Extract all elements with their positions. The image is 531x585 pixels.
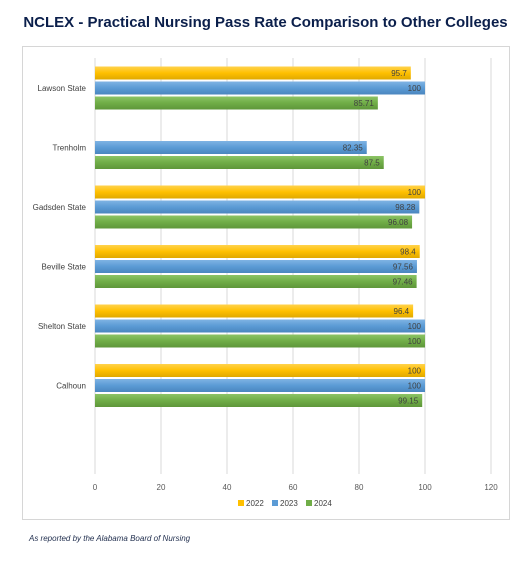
- data-label-2022: 100: [408, 188, 422, 197]
- x-tick-label: 40: [223, 483, 232, 492]
- chart-frame: [22, 46, 510, 520]
- bar-2023: [95, 141, 367, 154]
- bar-2023: [95, 379, 425, 392]
- bar-2022: [95, 364, 425, 377]
- data-label-2023: 98.28: [395, 203, 416, 212]
- category-label: Lawson State: [38, 84, 87, 93]
- category-label: Beville State: [42, 263, 87, 272]
- x-tick-label: 20: [157, 483, 166, 492]
- x-tick-label: 60: [289, 483, 298, 492]
- data-label-2023: 100: [408, 382, 422, 391]
- bar-2022: [95, 304, 414, 318]
- data-label-2024: 96.08: [388, 218, 409, 227]
- bar-2024: [95, 156, 384, 169]
- x-tick-label: 80: [355, 483, 364, 492]
- bar-2024: [95, 96, 378, 110]
- data-label-2024: 97.46: [393, 278, 414, 287]
- legend-label-2024: 2024: [314, 499, 332, 508]
- data-label-2022: 95.7: [391, 69, 407, 78]
- data-label-2023: 100: [408, 84, 422, 93]
- x-tick-label: 0: [93, 483, 98, 492]
- legend-swatch-2022: [238, 500, 244, 506]
- category-label: Gadsden State: [33, 203, 87, 212]
- data-label-2024: 85.71: [354, 99, 375, 108]
- bar-2022: [95, 245, 420, 258]
- category-label: Shelton State: [38, 322, 87, 331]
- x-tick-label: 120: [484, 483, 498, 492]
- legend-label-2022: 2022: [246, 499, 264, 508]
- bar-2024: [95, 334, 425, 348]
- bar-2024: [95, 275, 417, 288]
- bar-2024: [95, 394, 423, 407]
- bar-2023: [95, 81, 425, 95]
- data-label-2023: 82.35: [343, 144, 364, 153]
- chart-title: NCLEX - Practical Nursing Pass Rate Comp…: [23, 14, 508, 31]
- data-label-2024: 87.5: [364, 159, 380, 168]
- legend-swatch-2024: [306, 500, 312, 506]
- bar-2024: [95, 215, 413, 229]
- bar-2023: [95, 319, 425, 333]
- source-footnote: As reported by the Alabama Board of Nurs…: [29, 534, 191, 543]
- bar-2022: [95, 185, 425, 199]
- x-tick-label: 100: [418, 483, 432, 492]
- bar-2023: [95, 200, 420, 214]
- category-label: Calhoun: [56, 382, 86, 391]
- data-label-2022: 96.4: [394, 307, 410, 316]
- data-label-2023: 100: [408, 322, 422, 331]
- bar-2022: [95, 66, 411, 80]
- legend-label-2023: 2023: [280, 499, 298, 508]
- bar-2023: [95, 260, 417, 273]
- data-label-2022: 98.4: [400, 248, 416, 257]
- data-label-2024: 99.15: [398, 397, 419, 406]
- data-label-2024: 100: [408, 337, 422, 346]
- data-label-2022: 100: [408, 367, 422, 376]
- legend-swatch-2023: [272, 500, 278, 506]
- data-label-2023: 97.56: [393, 263, 414, 272]
- category-label: Trenholm: [53, 144, 87, 153]
